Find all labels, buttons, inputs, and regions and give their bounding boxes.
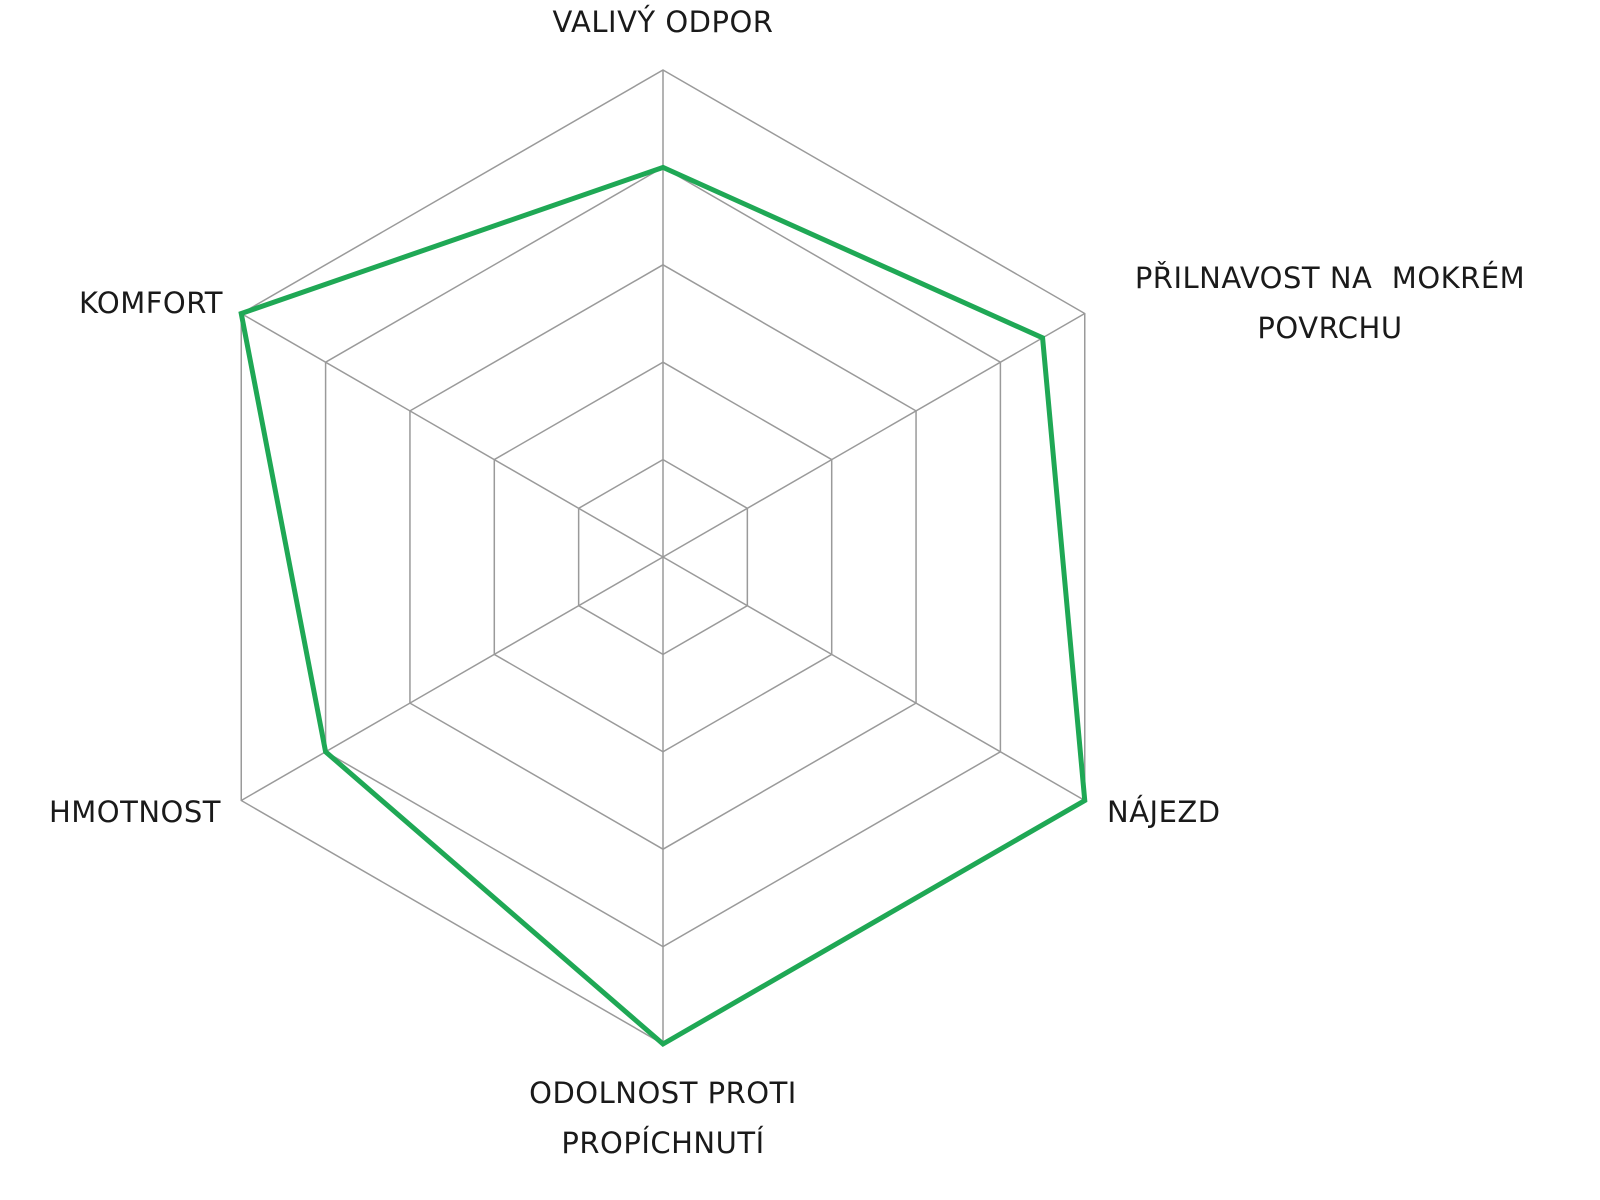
axis-spoke (240, 312, 664, 558)
axis-label: NÁJEZD (1107, 795, 1221, 829)
data-line (238, 164, 1088, 1048)
axis-spoke (662, 556, 1086, 802)
axis-spoke (240, 556, 664, 802)
axis-label: PŘILNAVOST NA MOKRÉM POVRCHU (1134, 261, 1535, 345)
axis-label: KOMFORT (78, 286, 223, 320)
axis-label: ODOLNOST PROTI PROPÍCHNUTÍ (529, 1076, 807, 1160)
axis-spoke (662, 312, 1086, 558)
axis-label: VALIVÝ ODPOR (552, 5, 774, 39)
axis-label: HMOTNOST (48, 795, 221, 829)
